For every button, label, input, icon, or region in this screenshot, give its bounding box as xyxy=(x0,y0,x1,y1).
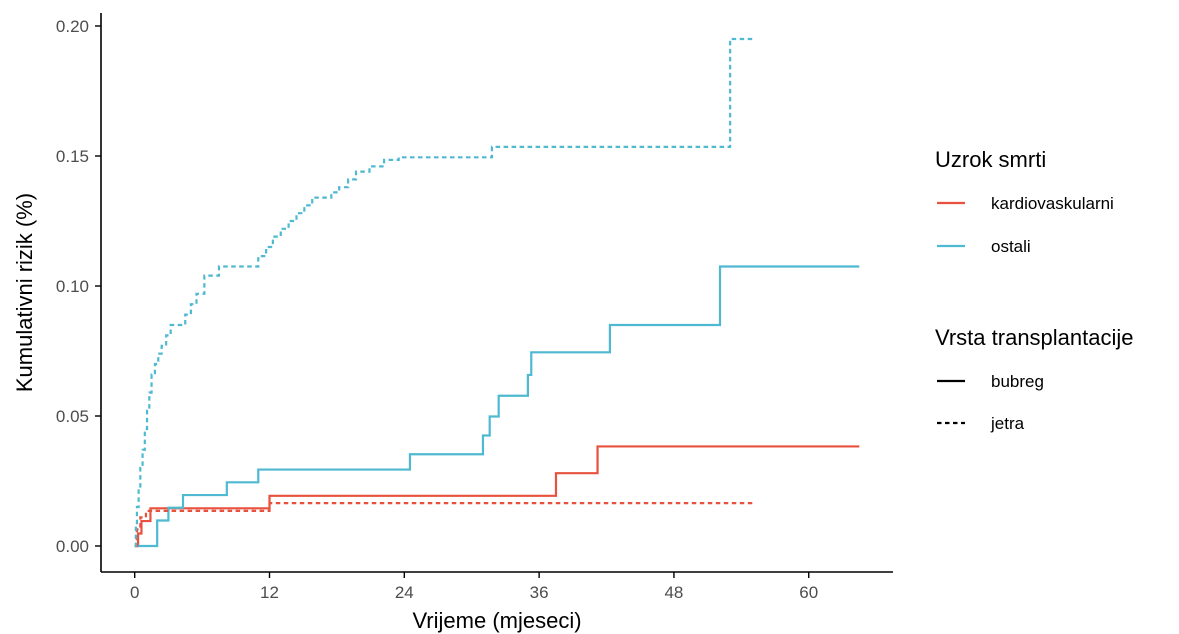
y-tick-label: 0.10 xyxy=(56,277,89,296)
legend-title: Vrsta transplantacije xyxy=(935,325,1134,350)
series-line-ostali-bubreg xyxy=(134,265,860,548)
y-axis-ticks: 0.00 0.05 0.10 0.15 0.20 xyxy=(56,17,101,556)
y-tick-label: 0.15 xyxy=(56,147,89,166)
x-tick-label: 24 xyxy=(395,583,414,602)
plot-series xyxy=(134,37,860,548)
legend: Uzrok smrti kardiovaskularni ostali Vrsta t… xyxy=(935,147,1134,433)
y-tick-label: 0.05 xyxy=(56,407,89,426)
series-line-kardiovaskularni-bubreg xyxy=(134,445,860,548)
x-tick-label: 60 xyxy=(799,583,818,602)
x-tick-label: 48 xyxy=(664,583,683,602)
x-axis-title: Vrijeme (mjeseci) xyxy=(412,608,581,633)
legend-label: ostali xyxy=(991,237,1031,256)
series-line-kardiovaskularni-jetra xyxy=(134,502,753,548)
legend-label: jetra xyxy=(990,414,1025,433)
y-axis-title: Kumulativni rizik (%) xyxy=(12,193,37,392)
legend-label: kardiovaskularni xyxy=(991,194,1114,213)
legend-label: bubreg xyxy=(991,372,1044,391)
y-tick-label: 0.00 xyxy=(56,537,89,556)
x-tick-label: 12 xyxy=(260,583,279,602)
x-tick-label: 0 xyxy=(130,583,139,602)
legend-title: Uzrok smrti xyxy=(935,147,1046,172)
y-tick-label: 0.20 xyxy=(56,17,89,36)
x-axis-ticks: 0 12 24 36 48 60 xyxy=(130,572,818,602)
x-tick-label: 36 xyxy=(530,583,549,602)
series-line-ostali-jetra xyxy=(134,37,753,548)
